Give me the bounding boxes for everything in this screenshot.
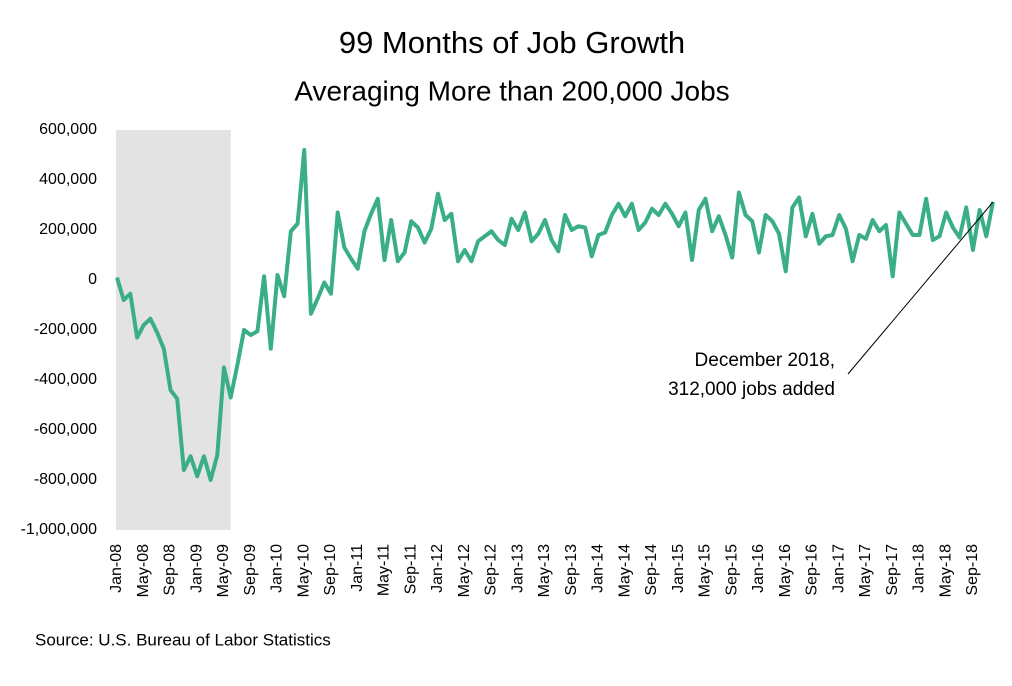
y-tick-label: -400,000 bbox=[34, 371, 97, 388]
x-tick-label: May-08 bbox=[135, 544, 152, 597]
y-tick-label: -200,000 bbox=[34, 321, 97, 338]
chart-title: 99 Months of Job Growth bbox=[339, 25, 685, 60]
x-tick-label: Jan-15 bbox=[670, 544, 687, 593]
x-tick-label: May-13 bbox=[536, 544, 553, 597]
x-tick-label: Jan-09 bbox=[188, 544, 205, 593]
x-tick-label: Jan-13 bbox=[509, 544, 526, 593]
x-tick-label: Sep-08 bbox=[162, 544, 179, 596]
x-tick-label: Jan-14 bbox=[590, 544, 607, 593]
x-tick-label: Jan-11 bbox=[349, 544, 366, 592]
x-tick-label: May-10 bbox=[295, 544, 312, 597]
x-tick-label: Jan-12 bbox=[429, 544, 446, 593]
x-tick-label: Sep-11 bbox=[402, 544, 419, 595]
source-note: Source: U.S. Bureau of Labor Statistics bbox=[35, 630, 331, 649]
x-tick-label: Sep-09 bbox=[242, 544, 259, 596]
x-tick-label: Sep-18 bbox=[964, 544, 981, 596]
x-tick-label: May-16 bbox=[777, 544, 794, 597]
x-tick-label: May-18 bbox=[937, 544, 954, 597]
x-tick-label: Sep-17 bbox=[884, 544, 901, 596]
x-tick-label: Jan-17 bbox=[830, 544, 847, 593]
annotation-text: 312,000 jobs added bbox=[668, 379, 835, 400]
y-tick-label: 0 bbox=[88, 271, 97, 288]
chart-subtitle: Averaging More than 200,000 Jobs bbox=[294, 75, 729, 106]
y-tick-label: 200,000 bbox=[39, 221, 97, 238]
x-tick-label: Jan-18 bbox=[911, 544, 928, 593]
y-tick-label: 400,000 bbox=[39, 171, 97, 188]
x-tick-label: May-11 bbox=[376, 544, 393, 596]
x-tick-label: Sep-14 bbox=[643, 544, 660, 596]
x-tick-label: Sep-16 bbox=[804, 544, 821, 596]
x-tick-label: Sep-15 bbox=[723, 544, 740, 596]
y-tick-label: -800,000 bbox=[34, 471, 97, 488]
y-tick-label: -1,000,000 bbox=[20, 521, 97, 538]
y-tick-label: 600,000 bbox=[39, 121, 97, 138]
x-tick-label: Jan-10 bbox=[269, 544, 286, 593]
x-tick-label: Jan-08 bbox=[108, 544, 125, 593]
x-tick-label: Sep-13 bbox=[563, 544, 580, 596]
annotation-text: December 2018, bbox=[695, 350, 835, 371]
data-line bbox=[115, 148, 995, 482]
x-tick-label: Sep-10 bbox=[322, 544, 339, 596]
x-tick-label: Sep-12 bbox=[483, 544, 500, 596]
y-tick-label: -600,000 bbox=[34, 421, 97, 438]
x-tick-label: May-12 bbox=[456, 544, 473, 597]
x-tick-label: May-15 bbox=[697, 544, 714, 597]
annotation-leader bbox=[847, 201, 994, 375]
x-tick-label: May-09 bbox=[215, 544, 232, 597]
x-tick-label: May-14 bbox=[616, 544, 633, 597]
x-tick-label: Jan-16 bbox=[750, 544, 767, 593]
x-tick-label: May-17 bbox=[857, 544, 874, 597]
